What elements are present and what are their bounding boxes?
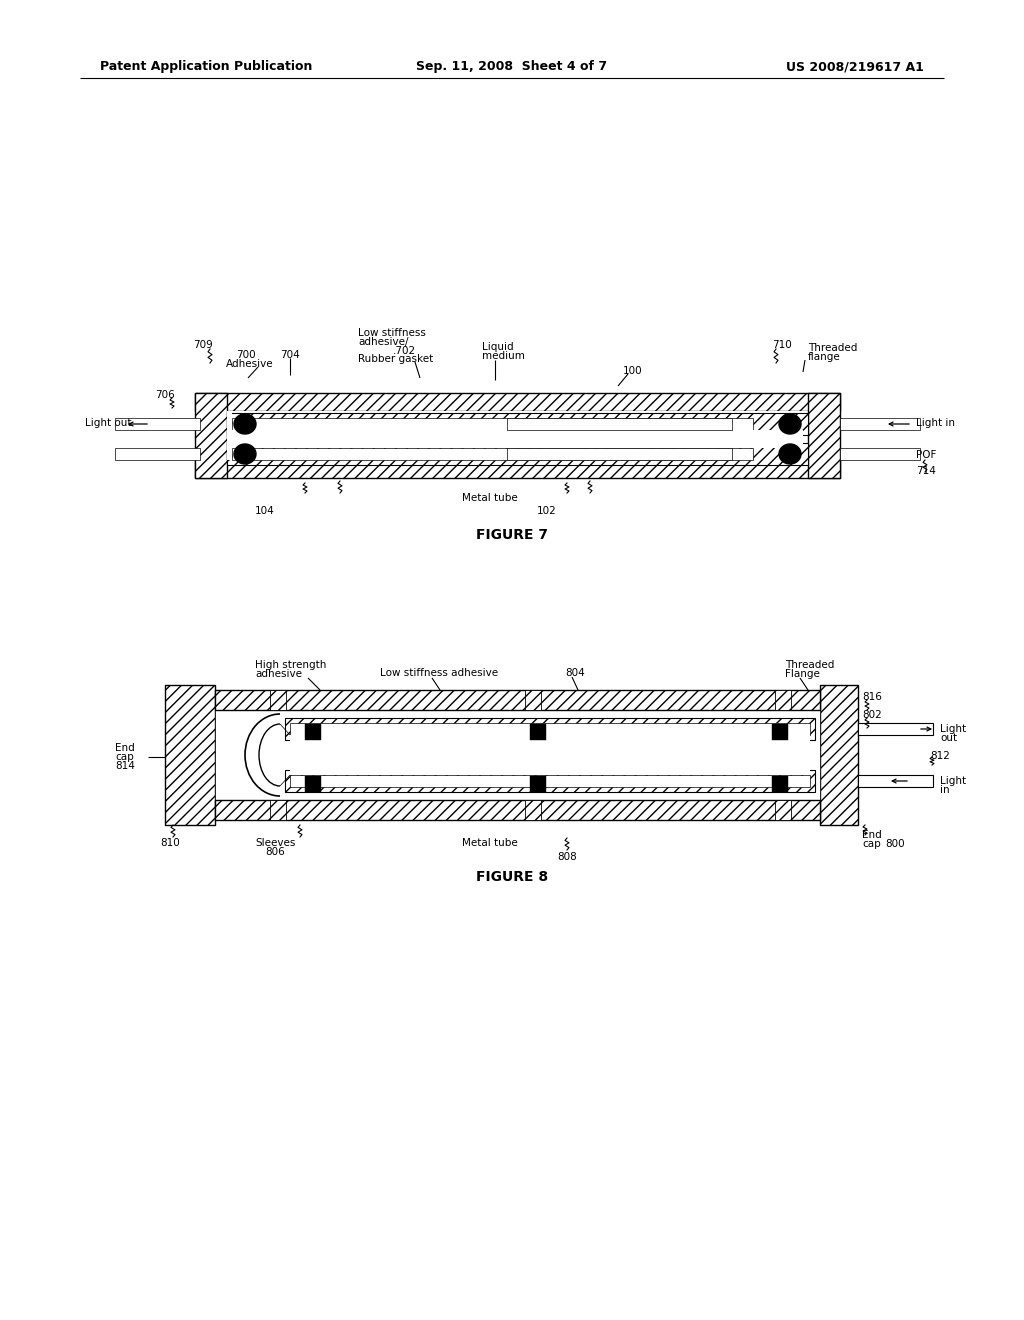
Bar [195, 393, 840, 411]
Bar [232, 447, 753, 459]
Bar [115, 447, 200, 459]
Bar [195, 393, 227, 478]
Text: Flange: Flange [785, 669, 820, 678]
Text: 800: 800 [885, 840, 904, 849]
Bar [215, 710, 820, 800]
Text: .702: .702 [393, 346, 416, 356]
Text: Light: Light [940, 776, 966, 785]
Text: 804: 804 [565, 668, 585, 678]
Text: 810: 810 [160, 838, 180, 847]
Text: 102: 102 [538, 506, 557, 516]
Text: FIGURE 8: FIGURE 8 [476, 870, 548, 884]
Text: 700: 700 [236, 350, 256, 360]
Bar [290, 723, 810, 735]
Bar [530, 723, 546, 741]
Bar [270, 690, 286, 710]
Bar [530, 776, 546, 792]
Bar [227, 411, 808, 459]
Text: US 2008/219617 A1: US 2008/219617 A1 [786, 59, 924, 73]
Text: End: End [115, 743, 135, 752]
Text: out: out [940, 733, 957, 743]
Text: cap: cap [115, 752, 134, 762]
Bar [840, 418, 920, 430]
Text: adhesive/: adhesive/ [358, 337, 409, 347]
Text: 816: 816 [862, 692, 882, 702]
Ellipse shape [234, 414, 256, 434]
Bar [820, 685, 858, 825]
Text: 808: 808 [557, 851, 577, 862]
Text: End: End [862, 830, 882, 840]
Text: in: in [940, 785, 949, 795]
Text: 714: 714 [916, 466, 936, 477]
Ellipse shape [779, 414, 801, 434]
Text: 806: 806 [265, 847, 285, 857]
Ellipse shape [234, 444, 256, 465]
Text: Patent Application Publication: Patent Application Publication [100, 59, 312, 73]
Bar [507, 447, 732, 459]
Bar [270, 800, 286, 820]
Bar [195, 459, 840, 478]
Text: FIGURE 7: FIGURE 7 [476, 528, 548, 543]
Text: 710: 710 [772, 341, 792, 350]
Text: 706: 706 [155, 389, 175, 400]
Text: medium: medium [482, 351, 525, 360]
Text: Metal tube: Metal tube [462, 492, 518, 503]
Bar [840, 447, 920, 459]
Text: adhesive: adhesive [255, 669, 302, 678]
Bar [775, 690, 791, 710]
Text: flange: flange [808, 352, 841, 362]
Text: High strength: High strength [255, 660, 327, 671]
Bar [525, 690, 541, 710]
Text: Light: Light [940, 723, 966, 734]
Bar [290, 735, 810, 775]
Text: Low stiffness: Low stiffness [358, 327, 426, 338]
Bar [808, 393, 840, 478]
Text: Liquid: Liquid [482, 342, 514, 352]
Bar [305, 723, 321, 741]
Text: Threaded: Threaded [785, 660, 835, 671]
Bar [525, 800, 541, 820]
Bar [305, 776, 321, 792]
Text: Adhesive: Adhesive [226, 359, 273, 370]
Bar [227, 413, 808, 436]
Text: Threaded: Threaded [808, 343, 857, 352]
Text: 104: 104 [255, 506, 274, 516]
Bar [227, 411, 232, 459]
Text: Sleeves: Sleeves [255, 838, 295, 847]
Bar [858, 723, 933, 735]
Bar [290, 775, 810, 787]
Bar [775, 800, 791, 820]
Text: Rubber gasket: Rubber gasket [358, 354, 433, 364]
Bar [215, 800, 820, 820]
Text: cap: cap [862, 840, 881, 849]
Text: Metal tube: Metal tube [462, 838, 518, 847]
Text: 802: 802 [862, 710, 882, 719]
Bar [115, 418, 200, 430]
Bar [772, 723, 788, 741]
Bar [232, 418, 753, 430]
Text: 709: 709 [193, 341, 213, 350]
Text: Light in: Light in [916, 418, 955, 428]
Text: 812: 812 [930, 751, 950, 762]
Bar [285, 770, 815, 792]
Bar [772, 776, 788, 792]
Text: Light out: Light out [85, 418, 131, 428]
Bar [285, 718, 815, 741]
Bar [215, 690, 820, 710]
Text: 704: 704 [280, 350, 300, 360]
Text: Low stiffness adhesive: Low stiffness adhesive [380, 668, 498, 678]
Bar [858, 775, 933, 787]
Bar [507, 418, 732, 430]
Ellipse shape [779, 444, 801, 465]
Bar [165, 685, 215, 825]
Text: 100: 100 [623, 366, 643, 376]
Text: Sep. 11, 2008  Sheet 4 of 7: Sep. 11, 2008 Sheet 4 of 7 [417, 59, 607, 73]
Bar [232, 430, 803, 447]
Text: 814: 814 [115, 762, 135, 771]
Bar [227, 444, 808, 465]
Text: POF: POF [916, 450, 936, 459]
